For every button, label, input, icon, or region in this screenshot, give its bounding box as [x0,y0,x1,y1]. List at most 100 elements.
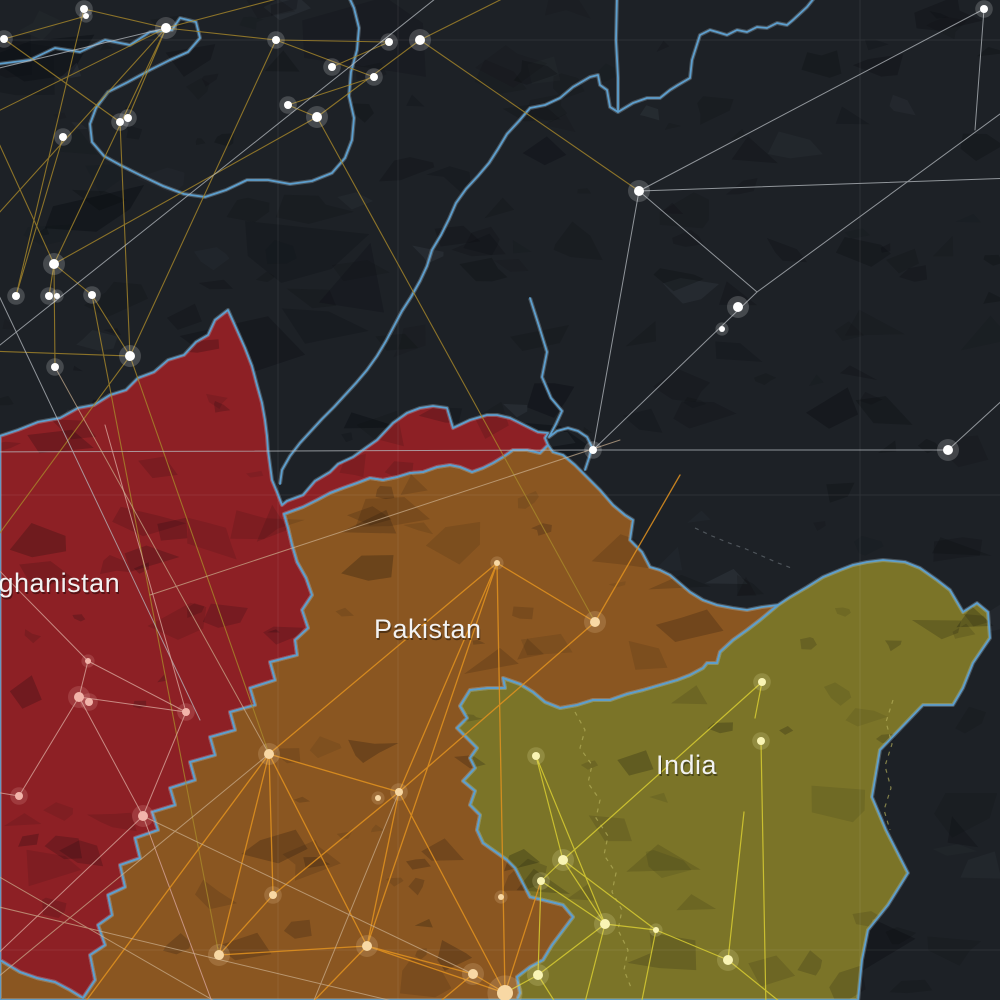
network-edge [419,0,502,41]
network-node[interactable] [80,5,88,13]
network-node[interactable] [758,678,766,686]
terrain-patch [811,785,866,823]
network-node[interactable] [264,749,274,759]
network-node[interactable] [85,698,93,706]
network-node[interactable] [328,63,336,71]
terrain-patch [731,136,778,164]
terrain-patch [543,113,576,132]
terrain-patch [660,202,684,214]
network-edge [104,424,187,713]
gold-nodes [0,0,431,376]
network-node[interactable] [532,752,540,760]
network-node[interactable] [138,811,148,821]
network-node[interactable] [116,118,124,126]
network-node[interactable] [83,13,89,19]
terrain-patch [187,517,237,560]
terrain-patch [645,850,692,878]
network-node[interactable] [85,658,91,664]
network-node[interactable] [634,186,644,196]
terrain-patch [889,94,916,116]
network-edge [638,178,1000,192]
region-pakistan[interactable] [0,445,778,1000]
terrain-patch [932,235,954,257]
terrain-patch [202,603,248,628]
region-afghanistan[interactable] [0,310,548,998]
network-node[interactable] [600,919,610,929]
network-node[interactable] [49,259,59,269]
network-node[interactable] [125,351,135,361]
network-node[interactable] [537,877,545,885]
terrain-patch [960,315,1000,351]
terrain-patch [598,63,618,83]
terrain-patch [256,504,289,542]
network-node[interactable] [312,112,322,122]
terrain-patch [73,365,83,372]
network-node[interactable] [161,23,171,33]
terrain-patch [166,303,202,330]
network-node[interactable] [653,927,659,933]
network-edge [537,880,542,976]
terrain-patch [350,103,374,123]
network-edge [48,263,55,297]
network-node[interactable] [533,970,543,980]
network-node[interactable] [74,692,84,702]
network-node[interactable] [362,941,372,951]
terrain-patch [464,647,519,674]
terrain-patch [517,638,544,660]
network-node[interactable] [498,894,504,900]
network-node[interactable] [214,950,224,960]
network-node[interactable] [51,363,59,371]
network-edge [142,711,187,817]
network-edge [331,41,390,68]
network-node[interactable] [590,617,600,627]
network-node[interactable] [719,326,725,332]
network-edge [0,355,131,534]
network-node[interactable] [415,35,425,45]
network-node[interactable] [284,101,292,109]
network-edge [218,894,274,956]
terrain-patch [347,506,392,526]
network-node[interactable] [980,5,988,13]
network-node[interactable] [54,293,60,299]
terrain-patch [201,73,219,87]
network-node[interactable] [468,969,478,979]
network-node[interactable] [269,891,277,899]
network-node[interactable] [370,73,378,81]
network-edge [562,859,657,931]
terrain-patch [356,410,404,447]
network-node[interactable] [12,292,20,300]
network-node[interactable] [0,35,8,43]
terrain-patch [926,16,968,40]
network-node[interactable] [497,985,513,1000]
terrain-patch [85,164,123,195]
network-node[interactable] [182,708,190,716]
network-node[interactable] [45,292,53,300]
terrain-patch [348,739,399,763]
network-node[interactable] [124,114,132,122]
network-node[interactable] [272,36,280,44]
network-node[interactable] [589,446,597,454]
network-node[interactable] [733,302,743,312]
network-node[interactable] [385,38,393,46]
terrain-patch [947,816,979,848]
network-node[interactable] [15,792,23,800]
terrain-patch [779,726,794,735]
network-edge [0,27,167,213]
terrain-patch [9,523,67,558]
terrain-patch [753,373,777,385]
network-node[interactable] [757,737,765,745]
network-node[interactable] [943,445,953,455]
network-node[interactable] [88,291,96,299]
network-node[interactable] [723,955,733,965]
network-node[interactable] [395,788,403,796]
terrain-patch [147,602,207,640]
region-india[interactable] [457,560,990,1000]
network-node[interactable] [494,560,500,566]
terrain-patch [379,157,435,182]
network-node[interactable] [375,795,381,801]
network-node[interactable] [558,855,568,865]
network-edge [0,570,89,662]
network-node[interactable] [59,133,67,141]
